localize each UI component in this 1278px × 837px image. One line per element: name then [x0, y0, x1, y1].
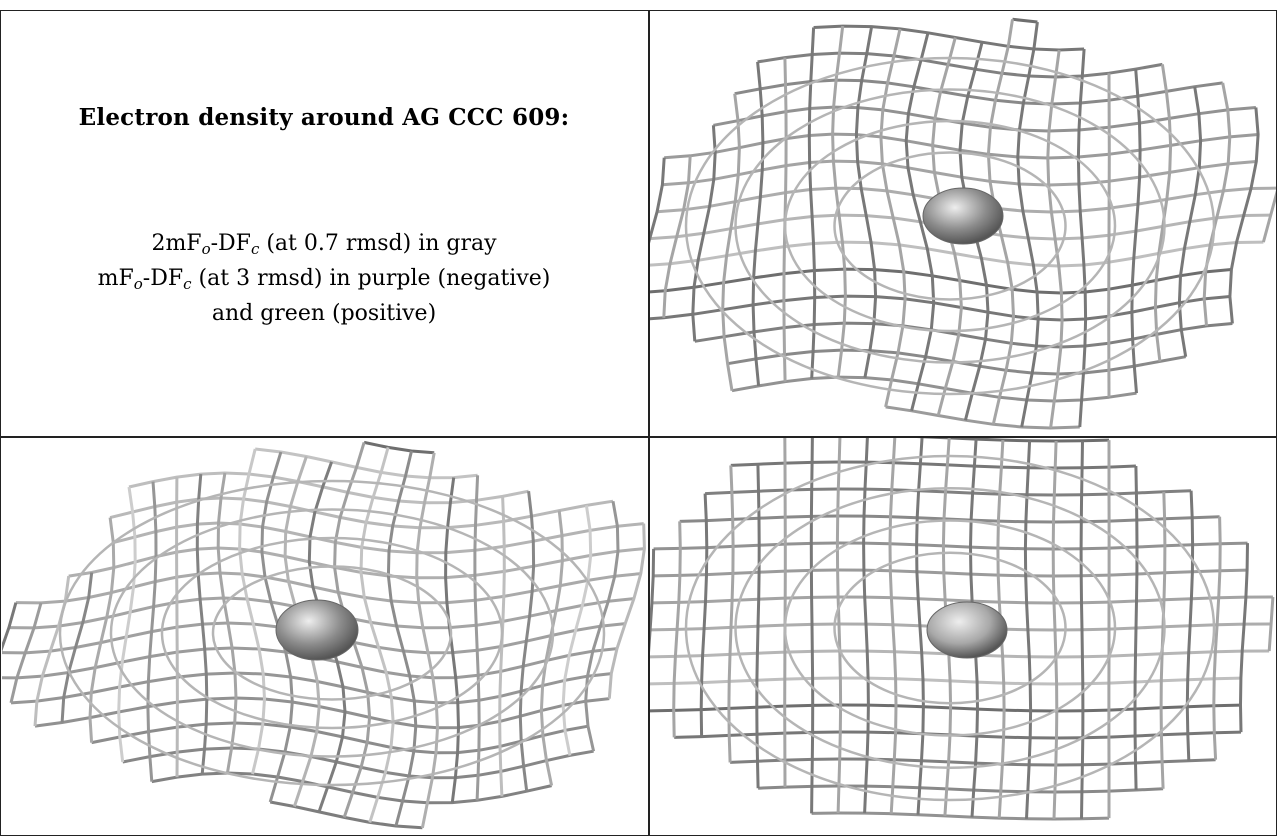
table-horizontal-divider [0, 436, 1277, 438]
figure-table [0, 10, 1277, 836]
mesh-lines [650, 17, 1276, 430]
figure-title: Electron density around AG CCC 609: [78, 104, 570, 131]
mesh-image-top-right [650, 17, 1276, 430]
mesh-image-bottom-right [650, 438, 1275, 821]
legend-line-3: and green (positive) [211, 301, 437, 326]
ion-sphere [275, 599, 359, 661]
density-panel-bottom-right [650, 438, 1276, 835]
mesh-image-bottom-left [2, 440, 646, 830]
legend-line-2: mFo-DFc (at 3 rmsd) in purple (negative) [97, 266, 551, 293]
density-panel-bottom-left [2, 438, 648, 835]
legend-line-1: 2mFo-DFc (at 0.7 rmsd) in gray [151, 231, 497, 258]
ion-sphere [926, 601, 1008, 659]
density-panel-top-right [650, 11, 1276, 436]
figure-legend: 2mFo-DFc (at 0.7 rmsd) in gray mFo-DFc (… [0, 229, 648, 329]
table-vertical-divider [648, 10, 650, 836]
ion-sphere [922, 187, 1004, 245]
caption-cell: Electron density around AG CCC 609: 2mFo… [0, 11, 648, 436]
